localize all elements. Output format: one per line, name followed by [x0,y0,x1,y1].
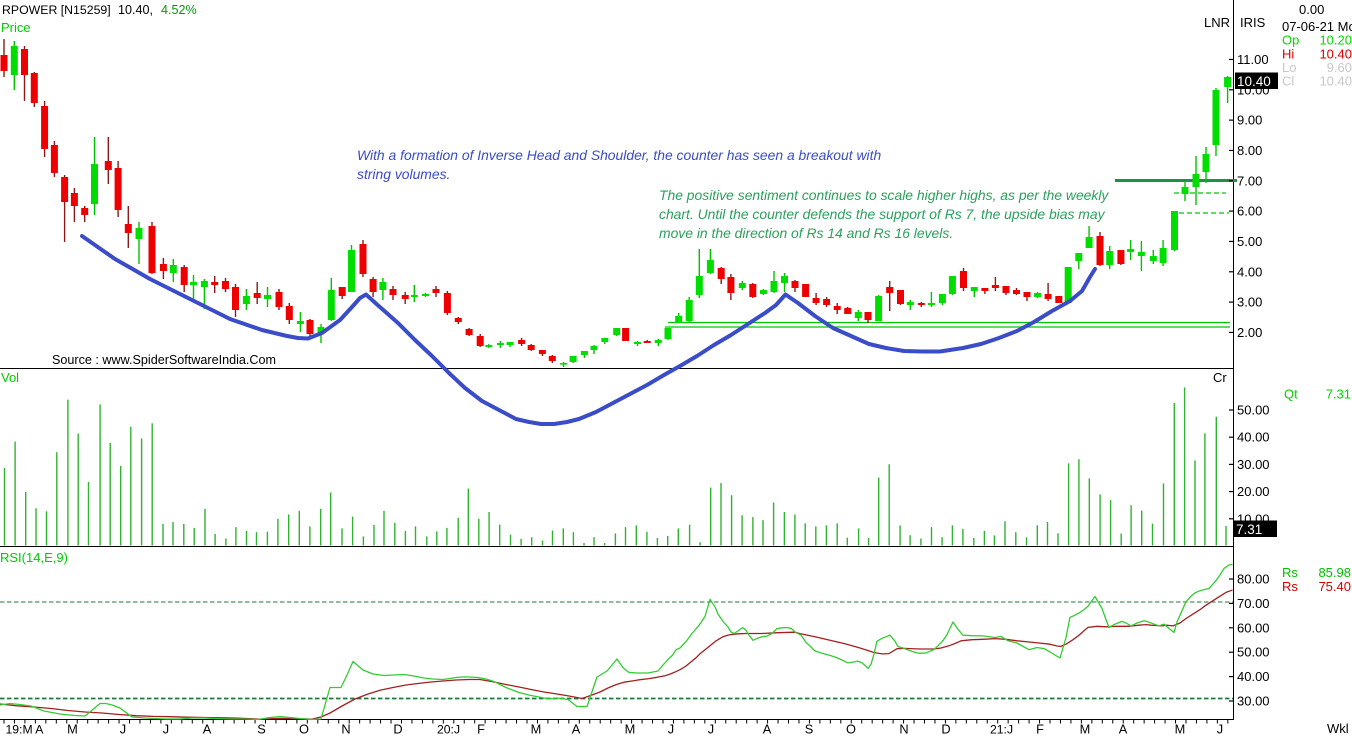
svg-text:80.00: 80.00 [1237,572,1270,587]
svg-text:M: M [1080,722,1091,737]
svg-text:Op: Op [1282,33,1299,48]
svg-text:J: J [708,722,714,737]
svg-text:70.00: 70.00 [1237,596,1270,611]
svg-text:Rs: Rs [1282,565,1298,580]
svg-text:11.00: 11.00 [1237,52,1269,67]
svg-text:O: O [299,722,309,737]
svg-text:0.00: 0.00 [1299,2,1324,17]
svg-text:RPOWER [N15259]: RPOWER [N15259] [2,3,111,17]
svg-text:40.00: 40.00 [1237,669,1270,684]
svg-text:A: A [572,722,581,737]
svg-text:O: O [846,722,856,737]
svg-text:4.52%: 4.52% [161,3,197,17]
svg-text:The positive sentiment continu: The positive sentiment continues to scal… [659,187,1109,203]
svg-text:A: A [203,722,212,737]
svg-text:7.31: 7.31 [1236,522,1262,537]
svg-text:5.00: 5.00 [1237,234,1262,249]
svg-text:2.00: 2.00 [1237,325,1262,340]
svg-text:F: F [477,722,485,737]
svg-text:7.31: 7.31 [1326,387,1351,402]
svg-text:IRIS: IRIS [1240,15,1266,30]
svg-text:40.00: 40.00 [1237,430,1270,445]
svg-text:M: M [1175,722,1186,737]
svg-text:7.00: 7.00 [1237,173,1262,188]
svg-text:RSI(14,E,9): RSI(14,E,9) [0,550,68,565]
svg-text:30.00: 30.00 [1237,694,1270,709]
svg-text:LNR: LNR [1204,15,1230,30]
svg-text:10.40: 10.40 [1237,74,1271,89]
svg-text:Qt: Qt [1284,387,1298,402]
svg-text:75.40: 75.40 [1318,579,1351,594]
svg-text:20.00: 20.00 [1237,484,1270,499]
svg-text:D: D [393,722,402,737]
svg-text:Source : www.SpiderSoftwareInd: Source : www.SpiderSoftwareIndia.Com [52,353,276,367]
svg-text:With a formation of Inverse He: With a formation of Inverse Head and Sho… [357,147,881,163]
svg-text:Cl: Cl [1282,74,1294,89]
svg-text:N: N [899,722,908,737]
svg-text:6.00: 6.00 [1237,204,1262,219]
svg-text:string volumes.: string volumes. [357,166,450,182]
svg-text:J: J [120,722,126,737]
svg-text:Price: Price [1,20,31,35]
svg-text:M: M [625,722,636,737]
svg-text:10.20: 10.20 [1319,33,1352,48]
svg-text:move in the direction of Rs 14: move in the direction of Rs 14 and Rs 16… [659,225,953,241]
svg-text:Hi: Hi [1282,47,1294,62]
svg-text:9.60: 9.60 [1327,60,1352,75]
svg-text:10.40: 10.40 [1319,47,1352,62]
svg-text:S: S [805,722,814,737]
svg-text:A: A [763,722,772,737]
svg-text:S: S [257,722,266,737]
svg-text:Rs: Rs [1282,579,1298,594]
svg-text:85.98: 85.98 [1318,565,1351,580]
svg-text:20:J: 20:J [437,723,460,737]
svg-text:Wkl: Wkl [1327,721,1349,736]
svg-text:Vol: Vol [1,370,19,385]
svg-text:8.00: 8.00 [1237,143,1262,158]
svg-text:J: J [668,722,674,737]
svg-text:3.00: 3.00 [1237,295,1262,310]
svg-text:10.40: 10.40 [1319,74,1352,89]
svg-text:J: J [163,722,169,737]
svg-text:21:J: 21:J [990,723,1013,737]
svg-text:D: D [941,722,950,737]
svg-text:A: A [1119,722,1128,737]
svg-text:9.00: 9.00 [1237,113,1262,128]
svg-text:J: J [1217,722,1223,737]
svg-text:30.00: 30.00 [1237,457,1270,472]
svg-text:19:M A: 19:M A [6,723,45,737]
svg-text:F: F [1036,722,1044,737]
svg-text:M: M [67,722,78,737]
svg-text:M: M [531,722,542,737]
svg-text:10.40,: 10.40, [118,3,153,17]
svg-text:Cr: Cr [1213,370,1227,385]
svg-text:07-06-21 Mo: 07-06-21 Mo [1282,19,1352,34]
svg-text:4.00: 4.00 [1237,264,1262,279]
svg-text:Lo: Lo [1282,60,1296,75]
svg-text:50.00: 50.00 [1237,645,1270,660]
svg-text:50.00: 50.00 [1237,403,1270,418]
svg-text:60.00: 60.00 [1237,620,1270,635]
svg-text:N: N [341,722,350,737]
svg-text:chart. Until the counter defen: chart. Until the counter defends the sup… [659,206,1106,222]
